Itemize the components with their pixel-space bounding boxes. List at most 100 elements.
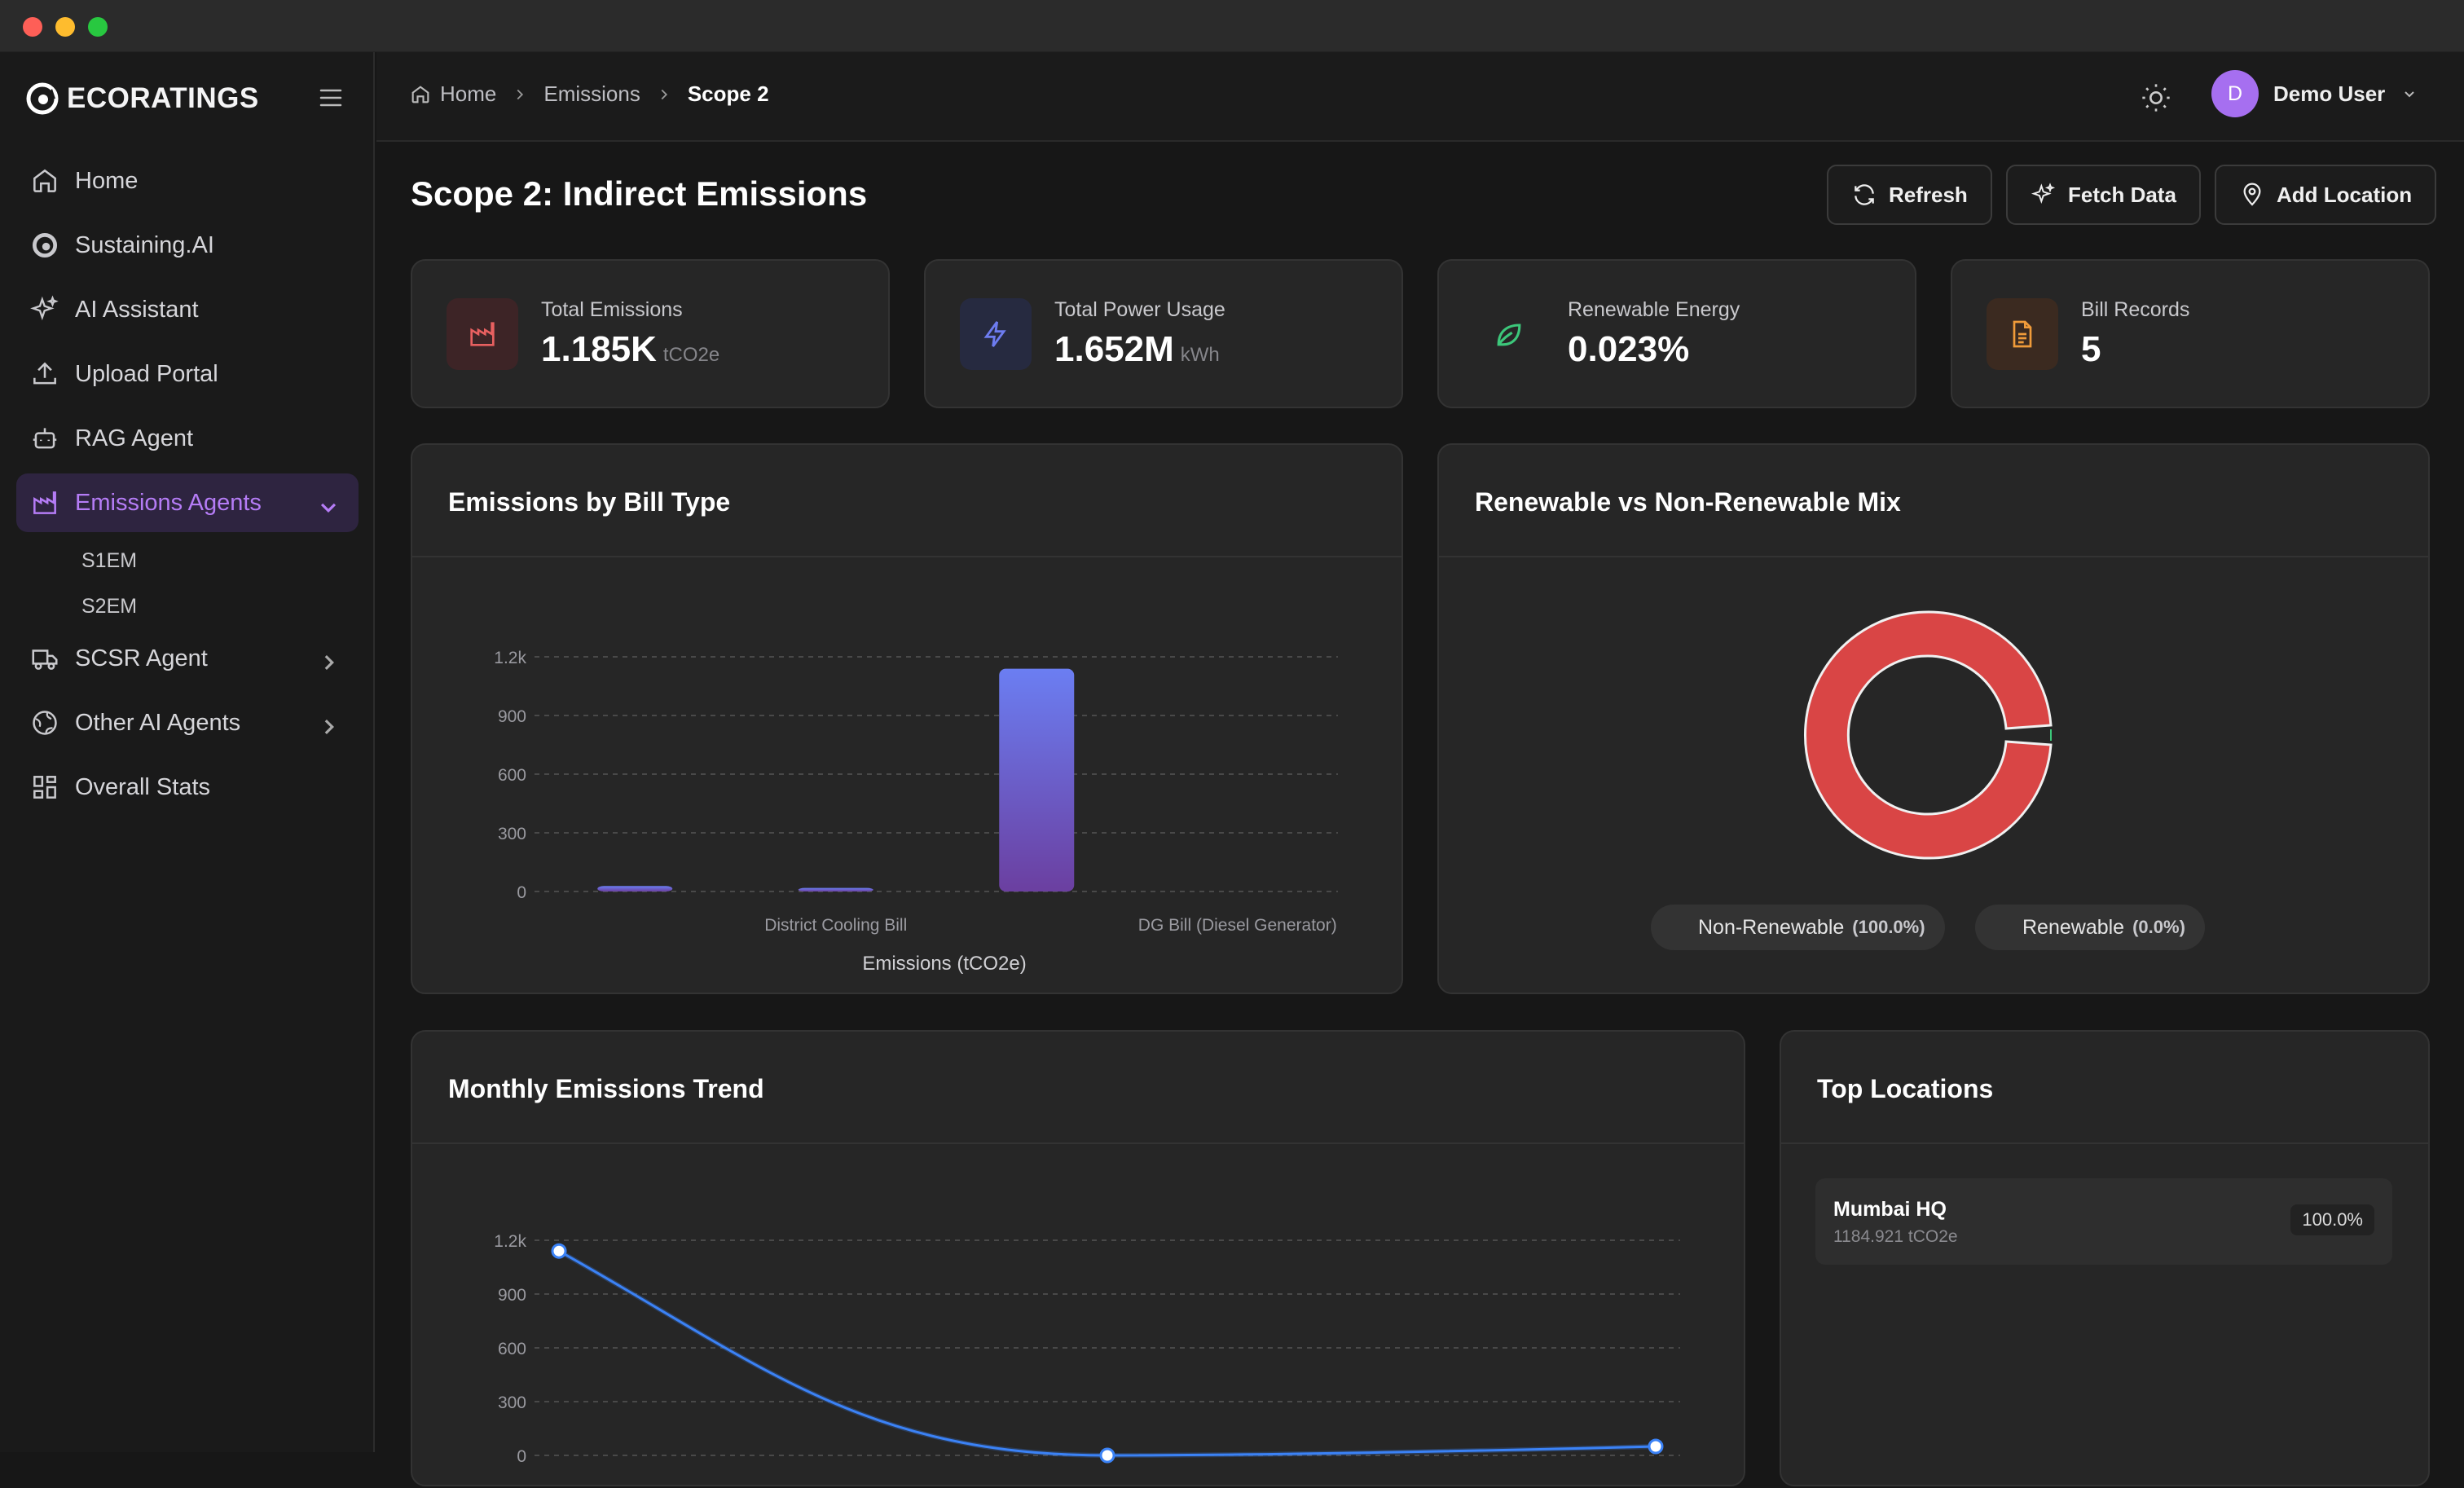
panel-title: Top Locations <box>1817 1074 1994 1103</box>
truck-icon <box>32 649 58 670</box>
location-percent-badge: 100.0% <box>2290 1204 2374 1235</box>
location-emissions: 1184.921 tCO2e <box>1833 1227 1958 1246</box>
leaf-icon <box>1473 298 1545 370</box>
brand-logo[interactable]: ECORATINGS <box>26 77 259 121</box>
sidebar-item-label: Overall Stats <box>75 773 210 800</box>
series-line <box>558 1249 1657 1457</box>
y-tick-label: 300 <box>498 825 526 843</box>
home-icon <box>33 169 56 192</box>
refresh-button[interactable]: Refresh <box>1827 165 1992 225</box>
factory-icon <box>447 298 518 370</box>
stat-label: Bill Records <box>2081 298 2190 321</box>
panel-title: Monthly Emissions Trend <box>448 1074 764 1103</box>
breadcrumb-emissions[interactable]: Emissions <box>543 81 640 106</box>
panel-header: Emissions by Bill Type <box>412 445 1401 557</box>
sidebar-item-other-ai-agents[interactable]: Other AI Agents <box>16 693 359 752</box>
map-pin-icon <box>2243 183 2261 206</box>
brand-name: ECORATINGS <box>67 82 259 114</box>
sidebar-subitem-s2em[interactable]: S2EM <box>81 595 138 618</box>
location-item[interactable]: Mumbai HQ 1184.921 tCO2e 100.0% <box>1815 1178 2392 1265</box>
brand-icon <box>32 232 58 258</box>
bar <box>798 887 873 891</box>
renewable-mix-panel: Renewable vs Non-Renewable Mix <box>1437 443 2430 994</box>
close-window-button[interactable] <box>23 17 42 37</box>
avatar: D <box>2211 70 2259 117</box>
sidebar-item-rag-agent[interactable]: RAG Agent <box>16 409 359 468</box>
upload-icon <box>33 362 56 385</box>
y-tick-label: 1.2k <box>494 649 526 667</box>
stat-value: 5 <box>2081 329 2101 369</box>
slice-non-renewable <box>1804 610 2053 860</box>
sidebar-item-label: Upload Portal <box>75 360 218 387</box>
legend-item-renewable[interactable]: Renewable (0.0%) <box>1975 905 2205 950</box>
sidebar-item-scsr-agent[interactable]: SCSR Agent <box>16 629 359 688</box>
sidebar-item-ai-assistant[interactable]: AI Assistant <box>16 280 359 339</box>
sidebar-item-label: Emissions Agents <box>75 489 262 516</box>
bar <box>597 886 673 891</box>
chevron-right-icon <box>517 89 524 99</box>
user-menu[interactable]: D Demo User <box>2211 70 2419 117</box>
globe-icon <box>33 711 57 735</box>
chevron-right-icon <box>324 719 334 735</box>
bar <box>999 668 1075 891</box>
sidebar-item-overall-stats[interactable]: Overall Stats <box>16 758 359 817</box>
y-tick-label: 900 <box>498 707 526 726</box>
document-icon <box>1987 298 2058 370</box>
sidebar-subitem-s1em[interactable]: S1EM <box>81 549 138 572</box>
x-axis-label: Emissions (tCO2e) <box>862 953 1026 975</box>
grid-icon <box>33 776 56 799</box>
sidebar-item-upload-portal[interactable]: Upload Portal <box>16 345 359 403</box>
y-tick-label: 900 <box>498 1286 526 1305</box>
stat-label: Renewable Energy <box>1568 298 1740 321</box>
sidebar: ECORATINGS Home Sustaining.AI AI Assista… <box>0 52 375 1452</box>
sidebar-item-sustaining-ai[interactable]: Sustaining.AI <box>16 216 359 275</box>
add-location-label: Add Location <box>2277 182 2413 207</box>
sidebar-item-label: Sustaining.AI <box>75 231 214 258</box>
top-header: Home Emissions Scope 2 D Demo User <box>376 52 2464 142</box>
add-location-button[interactable]: Add Location <box>2215 165 2437 225</box>
emissions-by-bill-type-panel: Emissions by Bill Type 0 300 600 900 1.2k Dis… <box>411 443 1403 994</box>
x-tick-label: DG Bill (Diesel Generator) <box>1138 916 1337 935</box>
breadcrumb-current: Scope 2 <box>687 81 769 106</box>
sparkles-icon <box>30 295 59 321</box>
legend-item-non-renewable[interactable]: Non-Renewable (100.0%) <box>1651 905 1945 950</box>
theme-toggle-sun-icon[interactable] <box>2140 81 2172 114</box>
chevron-down-icon <box>2405 91 2414 98</box>
refresh-icon <box>1855 184 1874 205</box>
y-tick-label: 0 <box>517 1447 526 1466</box>
y-tick-label: 0 <box>517 883 526 902</box>
sparkles-icon <box>2031 183 2056 205</box>
panel-title: Renewable vs Non-Renewable Mix <box>1475 487 1901 517</box>
sidebar-item-label: Home <box>75 167 139 194</box>
y-tick-label: 1.2k <box>494 1232 526 1251</box>
line-chart: 0 300 600 900 1.2k <box>494 1232 1680 1466</box>
chevron-right-icon <box>324 654 334 671</box>
logo-icon <box>26 82 59 115</box>
panel-header: Monthly Emissions Trend <box>412 1032 1744 1144</box>
stat-card-bill-records: Bill Records 5 <box>1951 259 2430 408</box>
sidebar-item-home[interactable]: Home <box>16 152 359 210</box>
zoom-window-button[interactable] <box>88 17 108 37</box>
user-name: Demo User <box>2273 81 2386 106</box>
data-point <box>1648 1438 1664 1455</box>
fetch-data-button[interactable]: Fetch Data <box>2006 165 2201 225</box>
chevron-right-icon <box>661 89 667 99</box>
sidebar-item-label: RAG Agent <box>75 425 194 451</box>
donut-chart <box>1804 610 2053 860</box>
breadcrumb-home[interactable]: Home <box>440 81 497 106</box>
home-icon <box>411 85 429 103</box>
sidebar-item-label: Other AI Agents <box>75 709 241 736</box>
sidebar-item-label: AI Assistant <box>75 296 199 323</box>
minimize-window-button[interactable] <box>55 17 75 37</box>
sidebar-item-emissions-agents[interactable]: Emissions Agents <box>16 473 359 532</box>
chevron-down-icon <box>320 503 337 513</box>
panel-title: Emissions by Bill Type <box>448 487 731 517</box>
x-tick-label: District Cooling Bill <box>764 916 907 935</box>
page-title: Scope 2: Indirect Emissions <box>411 174 868 213</box>
y-tick-label: 600 <box>498 766 526 785</box>
panel-header: Top Locations <box>1781 1032 2428 1144</box>
monthly-emissions-trend-panel: Monthly Emissions Trend 0 300 600 900 1.2k <box>411 1030 1745 1486</box>
hamburger-menu-icon[interactable] <box>315 81 347 114</box>
bot-icon <box>33 428 57 449</box>
stat-label: Total Power Usage <box>1054 298 1225 321</box>
